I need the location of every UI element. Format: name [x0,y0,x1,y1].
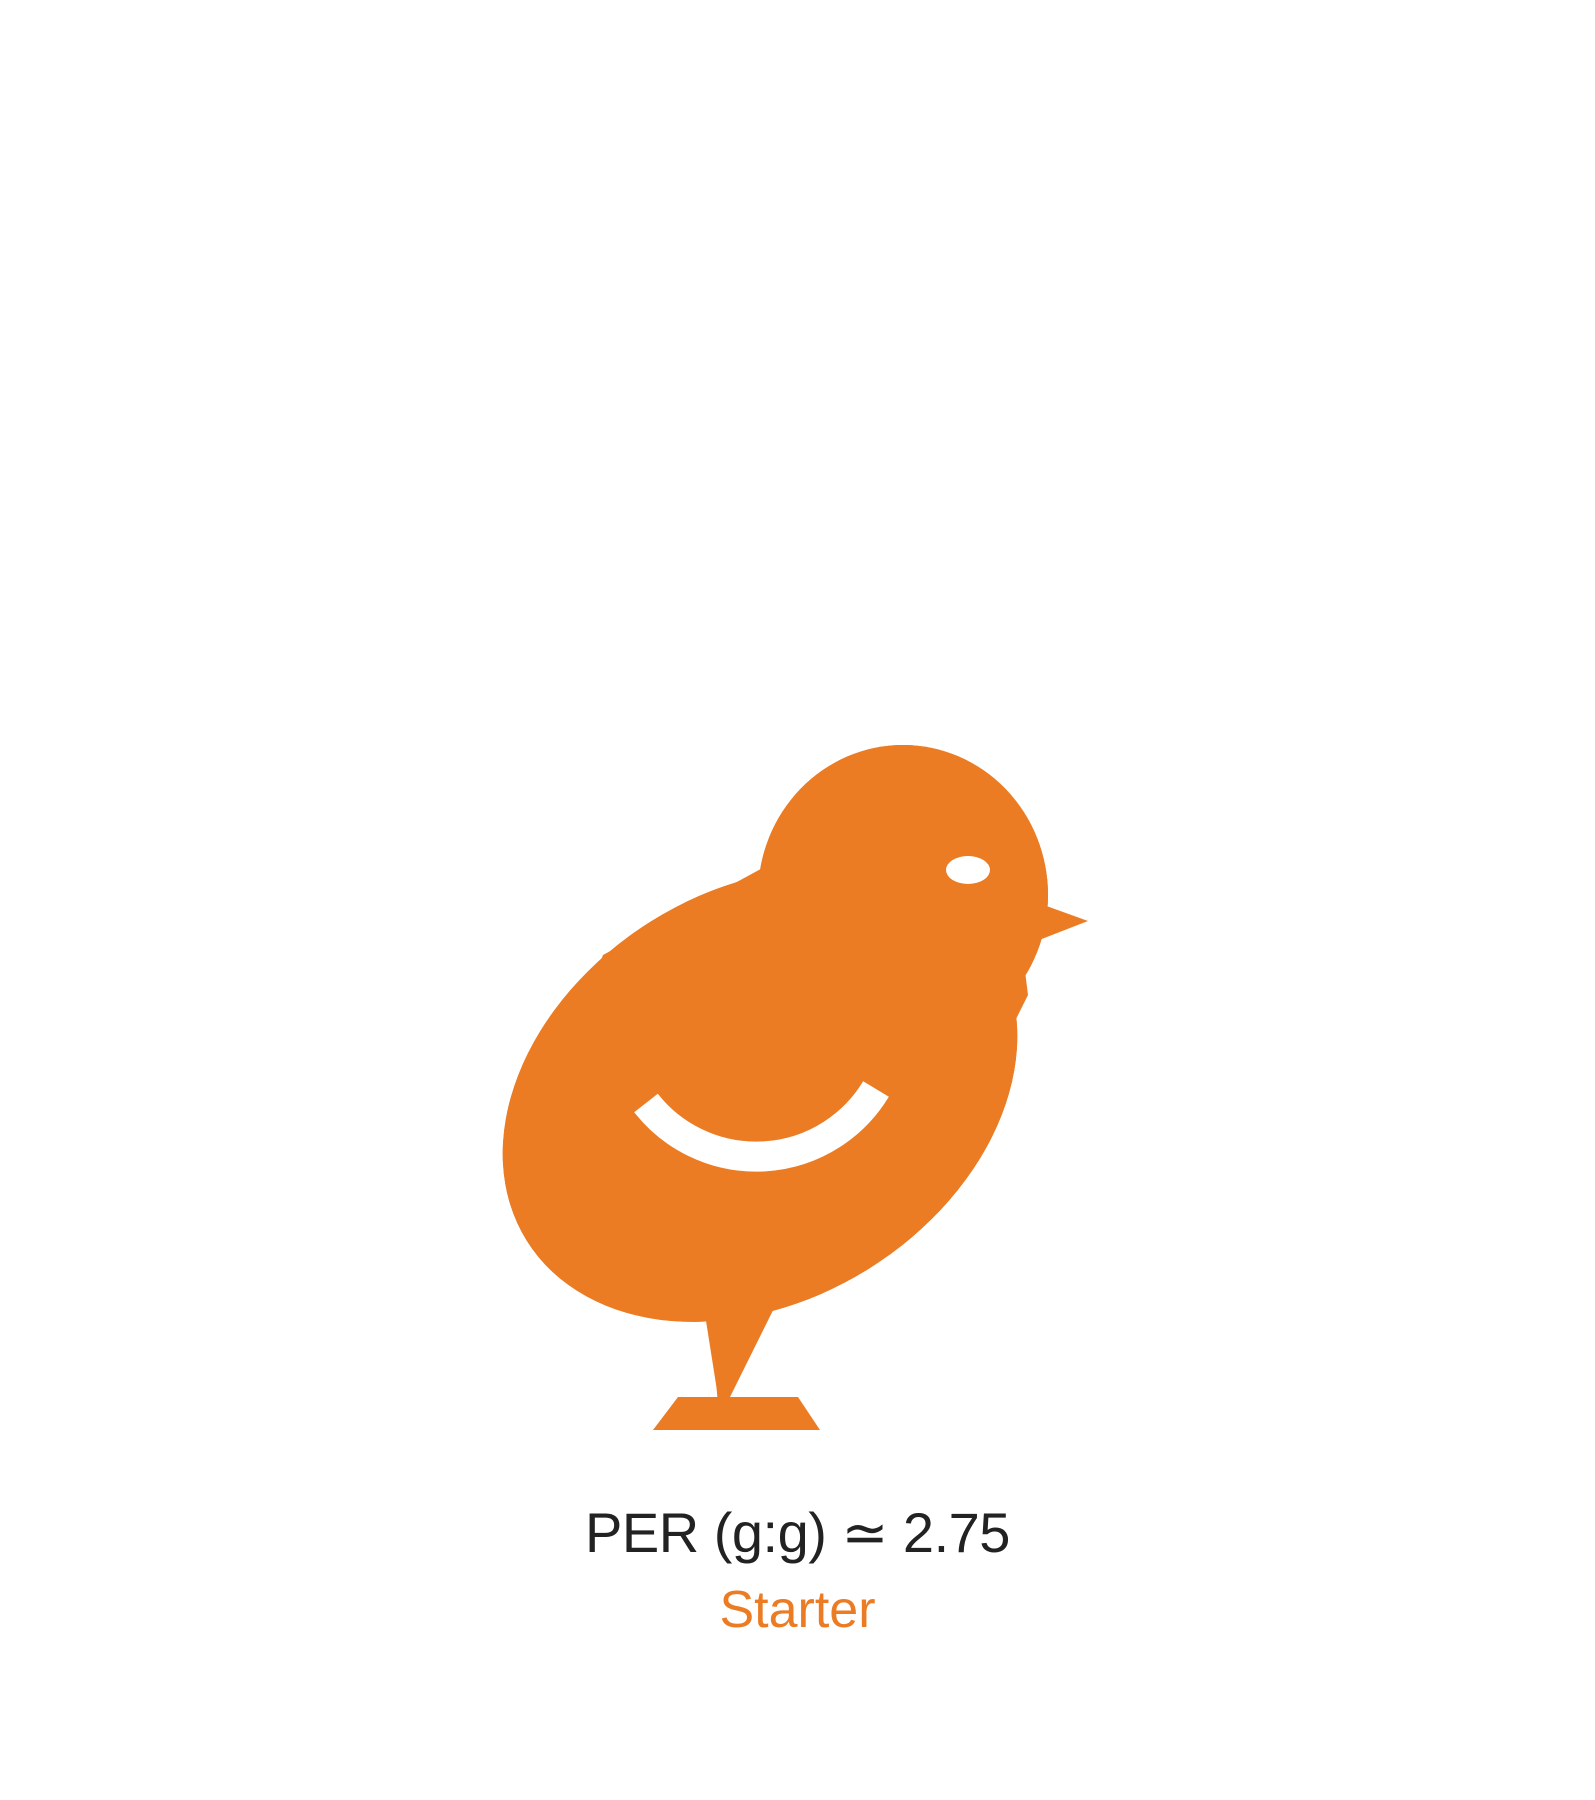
per-metric-value: PER (g:g) ≃ 2.75 [585,1500,1010,1566]
chick-icon [448,725,1148,1445]
stage-label: Starter [719,1580,875,1640]
